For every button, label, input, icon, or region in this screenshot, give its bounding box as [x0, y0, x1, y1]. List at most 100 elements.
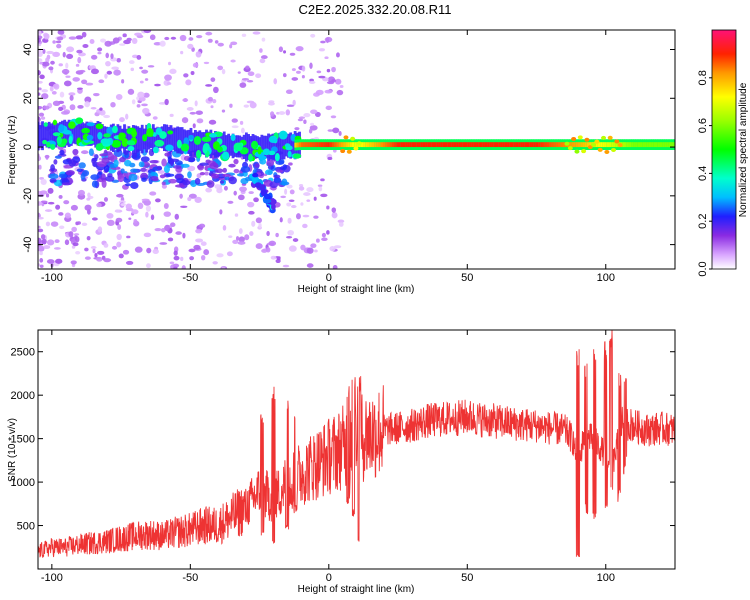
heatmap-cell	[50, 143, 56, 150]
heatmap-band-cell	[231, 133, 235, 159]
heatmap-cell	[244, 234, 250, 241]
spectrogram-x-label: Height of straight line (km)	[298, 284, 415, 295]
spectrogram-panel: -100 -50 0 50 100 -40 -20 0 20 40 Height of stra…	[7, 29, 676, 295]
heatmap-ridge-core	[462, 142, 466, 148]
heatmap-cell	[266, 159, 275, 167]
heatmap-cell	[40, 200, 48, 204]
heatmap-ridge-core	[436, 142, 439, 148]
heatmap-band-cell	[87, 122, 91, 146]
heatmap-cell	[310, 243, 317, 249]
heatmap-ridge-core	[425, 142, 428, 148]
heatmap-ridge-core	[666, 142, 670, 148]
heatmap-cell	[330, 115, 337, 119]
heatmap-band-cell	[229, 135, 233, 156]
heatmap-cell	[88, 65, 94, 70]
heatmap-band-cell	[220, 133, 224, 157]
heatmap-cell	[139, 80, 144, 84]
heatmap-cell	[198, 223, 206, 229]
heatmap-cell	[212, 261, 218, 265]
heatmap-cell	[310, 122, 315, 126]
heatmap-cell	[221, 68, 226, 75]
heatmap-ridge-core	[405, 142, 408, 148]
heatmap-cell	[228, 235, 233, 238]
heatmap-cell	[118, 132, 125, 141]
heatmap-cell	[318, 48, 326, 52]
heatmap-ridge-core	[522, 142, 526, 148]
heatmap-cell	[122, 249, 130, 255]
heatmap-cell	[58, 106, 64, 112]
heatmap-ridge-core	[303, 142, 306, 148]
heatmap-cell	[130, 182, 139, 190]
heatmap-ridge-core	[316, 142, 320, 148]
heatmap-ridge-core	[400, 142, 404, 148]
heatmap-cell	[306, 263, 314, 268]
heatmap-ridge-core	[558, 142, 561, 148]
heatmap-cell	[238, 228, 243, 234]
heatmap-cell	[41, 61, 50, 67]
heatmap-cell	[290, 134, 297, 142]
heatmap-cell	[169, 222, 176, 228]
heatmap-band-cell	[76, 119, 80, 146]
heatmap-ridge-core	[307, 142, 311, 148]
heatmap-cell	[92, 248, 96, 254]
heatmap-ridge-core	[327, 142, 331, 148]
spectrogram-frame	[37, 29, 676, 270]
heatmap-cell	[199, 172, 206, 176]
heatmap-cell	[258, 222, 262, 229]
heatmap-cell	[134, 32, 142, 36]
heatmap-band-cell	[280, 133, 284, 160]
heatmap-cell	[259, 48, 263, 53]
heatmap-cell	[40, 234, 46, 240]
heatmap-cell	[241, 33, 247, 37]
heatmap-cell	[230, 133, 236, 141]
heatmap-cell	[84, 256, 91, 260]
heatmap-cell	[192, 123, 196, 129]
heatmap-ridge-core	[671, 142, 674, 148]
heatmap-cell	[221, 266, 226, 269]
heatmap-cell	[164, 36, 170, 41]
heatmap-cell	[59, 149, 65, 156]
heatmap-cell	[38, 80, 43, 84]
heatmap-cell	[107, 153, 115, 161]
heatmap-cell	[205, 31, 213, 36]
heatmap-ridge-core	[604, 142, 608, 148]
heatmap-cell	[52, 83, 58, 89]
heatmap-ridge-core	[360, 142, 364, 148]
heatmap-cell	[320, 40, 326, 44]
heatmap-cell	[142, 107, 150, 115]
snr-y-ticks: 500 1000 1500 2000 2500	[11, 347, 675, 533]
heatmap-cell	[273, 177, 282, 183]
heatmap-cell	[38, 30, 42, 36]
heatmap-ridge-core	[312, 142, 315, 148]
heatmap-ridge-core	[626, 142, 630, 148]
heatmap-cell	[97, 51, 102, 55]
heatmap-cell	[243, 104, 249, 108]
heatmap-cell	[76, 168, 83, 173]
heatmap-cell	[181, 117, 189, 124]
heatmap-cell	[189, 111, 196, 115]
heatmap-cell	[93, 92, 100, 97]
heatmap-cell	[194, 100, 198, 107]
heatmap-ridge-core	[414, 142, 417, 148]
heatmap-cell	[263, 193, 270, 199]
heatmap-cell	[308, 128, 313, 134]
heatmap-cell	[200, 254, 206, 261]
snr-frame	[37, 329, 676, 570]
heatmap-cell	[607, 135, 613, 140]
heatmap-cell	[193, 135, 202, 145]
heatmap-cell	[96, 202, 102, 208]
heatmap-cell	[196, 35, 203, 39]
heatmap-ridge-core	[420, 142, 424, 148]
heatmap-ridge-core	[575, 142, 579, 148]
heatmap-ridge-core	[597, 142, 601, 148]
heatmap-cell	[240, 127, 245, 134]
heatmap-cell	[58, 63, 63, 67]
heatmap-cell	[103, 114, 111, 119]
heatmap-ridge-core	[622, 142, 625, 148]
heatmap-cell	[164, 152, 170, 157]
heatmap-cell	[38, 37, 41, 43]
heatmap-cell	[591, 142, 597, 147]
heatmap-ridge-core	[456, 142, 459, 148]
heatmap-cell	[254, 163, 260, 168]
heatmap-cell	[179, 34, 187, 42]
